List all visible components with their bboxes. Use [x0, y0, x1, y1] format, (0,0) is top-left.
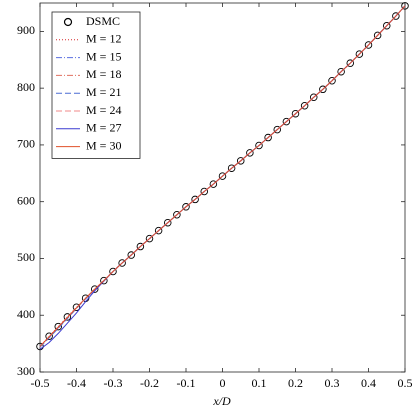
y-tick-label: 500: [17, 250, 35, 264]
data-point: [355, 50, 364, 58]
x-tick-label: 0.2: [288, 376, 303, 390]
y-tick-label: 600: [17, 193, 35, 207]
data-point: [328, 77, 336, 85]
legend-label: M = 21: [86, 85, 121, 99]
data-point: [392, 12, 400, 20]
data-point: [145, 234, 154, 243]
legend-marker: [63, 17, 73, 27]
data-point: [346, 59, 355, 67]
data-point: [337, 67, 345, 76]
data-point: [63, 313, 72, 321]
data-point: [373, 31, 382, 40]
data-point: [264, 133, 272, 142]
data-point: [218, 172, 227, 180]
data-point: [282, 117, 291, 126]
y-tick-label: 400: [17, 307, 35, 321]
x-tick-label: -0.3: [104, 376, 123, 390]
data-point: [401, 2, 409, 10]
x-tick-label: 0: [220, 376, 226, 390]
x-tick-label: -0.2: [140, 376, 159, 390]
legend-label: M = 12: [86, 32, 121, 46]
data-point: [109, 267, 117, 276]
data-point: [154, 226, 163, 235]
series-line: [39, 5, 406, 347]
x-tick-label: -0.1: [177, 376, 196, 390]
y-tick-label: 700: [17, 137, 35, 151]
data-point: [90, 285, 99, 293]
data-point: [300, 102, 309, 110]
x-tick-label: -0.5: [31, 376, 50, 390]
data-point: [291, 109, 300, 118]
y-tick-label: 900: [17, 23, 35, 37]
data-point: [72, 303, 81, 312]
data-point: [182, 203, 190, 211]
y-tick-label: 300: [17, 364, 35, 378]
data-point: [383, 21, 391, 30]
data-point: [200, 187, 208, 196]
x-tick-label: 0.4: [361, 376, 376, 390]
data-point: [54, 322, 63, 331]
data-point: [45, 332, 53, 340]
y-tick-label: 800: [17, 80, 35, 94]
data-point: [173, 210, 181, 219]
legend-label: M = 18: [86, 67, 121, 81]
data-point: [163, 218, 172, 227]
data-point: [100, 276, 108, 285]
data-point: [310, 93, 318, 101]
data-point: [227, 164, 236, 172]
legend-label: M = 27: [86, 121, 121, 135]
legend-label: M = 30: [86, 138, 121, 152]
data-point: [191, 195, 199, 204]
x-tick-label: 0.5: [398, 376, 413, 390]
x-axis-label: x/D: [212, 394, 231, 408]
data-point: [273, 125, 282, 134]
legend-label: M = 15: [86, 49, 121, 63]
data-point: [127, 251, 135, 259]
legend-label: DSMC: [86, 14, 120, 28]
data-point: [364, 41, 373, 49]
x-tick-label: 0.3: [325, 376, 340, 390]
data-point: [209, 180, 218, 188]
data-point: [246, 149, 254, 157]
x-tick-label: 0.1: [252, 376, 267, 390]
data-point: [255, 141, 263, 150]
data-point: [118, 259, 126, 267]
legend-label: M = 24: [86, 103, 121, 117]
data-point: [136, 242, 145, 251]
legend-box: [51, 11, 141, 159]
data-point: [236, 157, 245, 165]
data-point: [319, 85, 327, 94]
x-tick-label: -0.4: [67, 376, 86, 390]
